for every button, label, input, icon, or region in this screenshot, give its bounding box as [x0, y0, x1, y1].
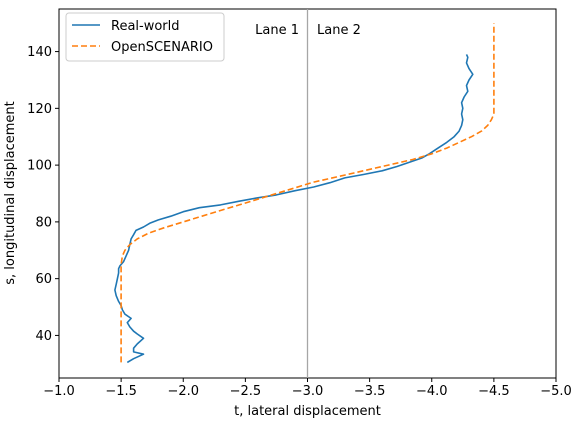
x-tick-label: −1.0: [43, 384, 75, 399]
x-tick-label: −2.0: [167, 384, 199, 399]
series-line-real-world: [114, 54, 474, 364]
x-tick-label: −5.0: [540, 384, 572, 399]
x-axis: −1.0 −1.5 −2.0 −2.5 −3.0 −3.5 −4.0 −4.5 −5.0: [43, 378, 572, 399]
x-tick-label: −4.5: [478, 384, 510, 399]
y-tick-label: 140: [27, 45, 52, 60]
x-axis-label: t, lateral displacement: [234, 404, 381, 419]
legend-label-real-world: Real-world: [111, 19, 180, 34]
y-tick-label: 60: [35, 272, 52, 287]
legend-label-openscenario: OpenSCENARIO: [111, 40, 213, 55]
y-tick-label: 120: [27, 102, 52, 117]
x-tick-label: −3.0: [292, 384, 324, 399]
x-tick-label: −1.5: [105, 384, 137, 399]
y-tick-label: 40: [35, 329, 52, 344]
lane-1-label: Lane 1: [255, 23, 299, 38]
y-tick-label: 100: [27, 159, 52, 174]
x-tick-label: −4.0: [416, 384, 448, 399]
legend: Real-world OpenSCENARIO: [65, 12, 225, 62]
y-axis-label: s, longitudinal displacement: [3, 101, 18, 284]
series-layer: [114, 23, 495, 364]
plot-area: Lane 1 Lane 2: [58, 8, 557, 379]
lane-2-label: Lane 2: [317, 23, 361, 38]
y-axis: 40 60 80 100 120 140: [27, 45, 59, 344]
series-line-openscenario: [120, 23, 495, 363]
x-tick-label: −2.5: [230, 384, 262, 399]
legend-box: [65, 12, 225, 62]
x-tick-label: −3.5: [354, 384, 386, 399]
y-tick-label: 80: [35, 215, 52, 230]
